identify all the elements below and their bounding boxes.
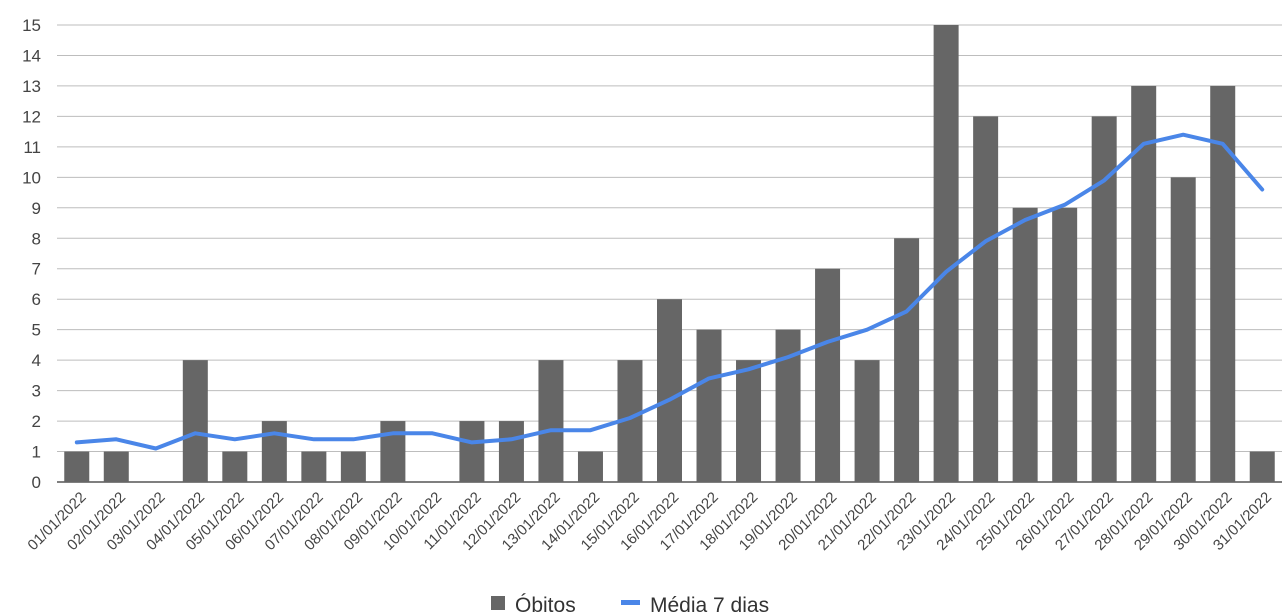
legend-label-media: Média 7 dias [650, 594, 769, 616]
bar-14/01/2022 [577, 451, 603, 482]
media-7-dias-point [906, 310, 908, 312]
media-7-dias-point [76, 441, 78, 443]
bar-12/01/2022 [498, 421, 524, 482]
media-7-dias-line [74, 132, 1265, 451]
media-7-dias-point [155, 447, 157, 449]
media-7-dias-point [589, 429, 591, 431]
legend: Óbitos Média 7 dias [491, 594, 769, 616]
y-tick-label: 9 [32, 199, 41, 218]
y-tick-label: 12 [22, 107, 41, 126]
bar-09/01/2022 [380, 421, 406, 482]
media-7-dias-point [313, 438, 315, 440]
media-7-dias-point [115, 438, 117, 440]
y-tick-label: 6 [32, 290, 41, 309]
media-7-dias-point [471, 441, 473, 443]
y-tick-label: 10 [22, 168, 41, 187]
media-7-dias-point [1024, 219, 1026, 221]
bar-18/01/2022 [736, 360, 762, 482]
media-7-dias-point [669, 399, 670, 401]
bar-16/01/2022 [657, 299, 682, 482]
bar-06/01/2022 [261, 421, 287, 482]
media-7-dias-point [1182, 134, 1184, 136]
bar-08/01/2022 [340, 451, 366, 482]
media-7-dias-point [787, 356, 789, 358]
media-7-dias-point [1103, 179, 1105, 181]
legend-swatch-obitos [491, 596, 505, 610]
media-7-dias-point [945, 271, 947, 273]
y-tick-label: 1 [32, 443, 41, 462]
y-tick-label: 15 [22, 16, 41, 35]
bar-13/01/2022 [538, 360, 564, 482]
bar-01/01/2022 [64, 451, 90, 482]
y-tick-label: 4 [32, 351, 41, 370]
y-tick-label: 7 [32, 260, 41, 279]
bar-24/01/2022 [973, 116, 999, 483]
bar-17/01/2022 [696, 329, 722, 482]
y-tick-label: 14 [22, 46, 41, 65]
media-7-dias-point [748, 368, 750, 370]
bar-20/01/2022 [815, 268, 841, 482]
media-7-dias-point [866, 329, 868, 331]
y-tick-label: 11 [23, 138, 41, 157]
bar-series [64, 25, 1275, 483]
bar-29/01/2022 [1170, 177, 1196, 483]
media-7-dias-point [392, 432, 394, 434]
x-axis-ticks: 01/01/202202/01/202203/01/202204/01/2022… [24, 489, 1275, 554]
bar-21/01/2022 [854, 360, 880, 482]
bar-27/01/2022 [1091, 116, 1117, 483]
media-7-dias-point [194, 432, 196, 434]
bar-02/01/2022 [103, 451, 129, 482]
media-7-dias-point [352, 438, 354, 440]
y-tick-label: 2 [32, 412, 41, 431]
line-series [74, 132, 1265, 451]
media-7-dias-point [550, 429, 552, 431]
bar-23/01/2022 [933, 25, 959, 482]
media-7-dias-point [1064, 204, 1066, 206]
media-7-dias-point [985, 240, 987, 242]
bar-31/01/2022 [1249, 451, 1275, 482]
media-7-dias-point [1261, 189, 1263, 191]
media-7-dias-point [510, 438, 512, 440]
media-7-dias-point [1222, 143, 1224, 145]
bar-05/01/2022 [222, 451, 248, 482]
bar-04/01/2022 [182, 360, 208, 482]
bar-22/01/2022 [894, 238, 920, 482]
bar-11/01/2022 [459, 421, 485, 482]
bar-26/01/2022 [1052, 207, 1078, 483]
media-7-dias-point [1143, 143, 1145, 145]
legend-swatch-media [621, 600, 640, 605]
bar-25/01/2022 [1012, 207, 1038, 483]
y-tick-label: 5 [32, 321, 41, 340]
media-7-dias-point [431, 432, 433, 434]
bar-07/01/2022 [301, 451, 327, 482]
media-7-dias-point [273, 432, 275, 434]
y-tick-label: 0 [32, 473, 41, 492]
y-tick-label: 3 [32, 382, 41, 401]
media-7-dias-point [827, 341, 829, 343]
media-7-dias-point [708, 377, 710, 379]
legend-label-obitos: Óbitos [515, 594, 576, 616]
y-tick-label: 8 [32, 229, 41, 248]
media-7-dias-point [234, 438, 236, 440]
y-tick-label: 13 [22, 77, 41, 96]
media-7-dias-point [629, 417, 631, 419]
